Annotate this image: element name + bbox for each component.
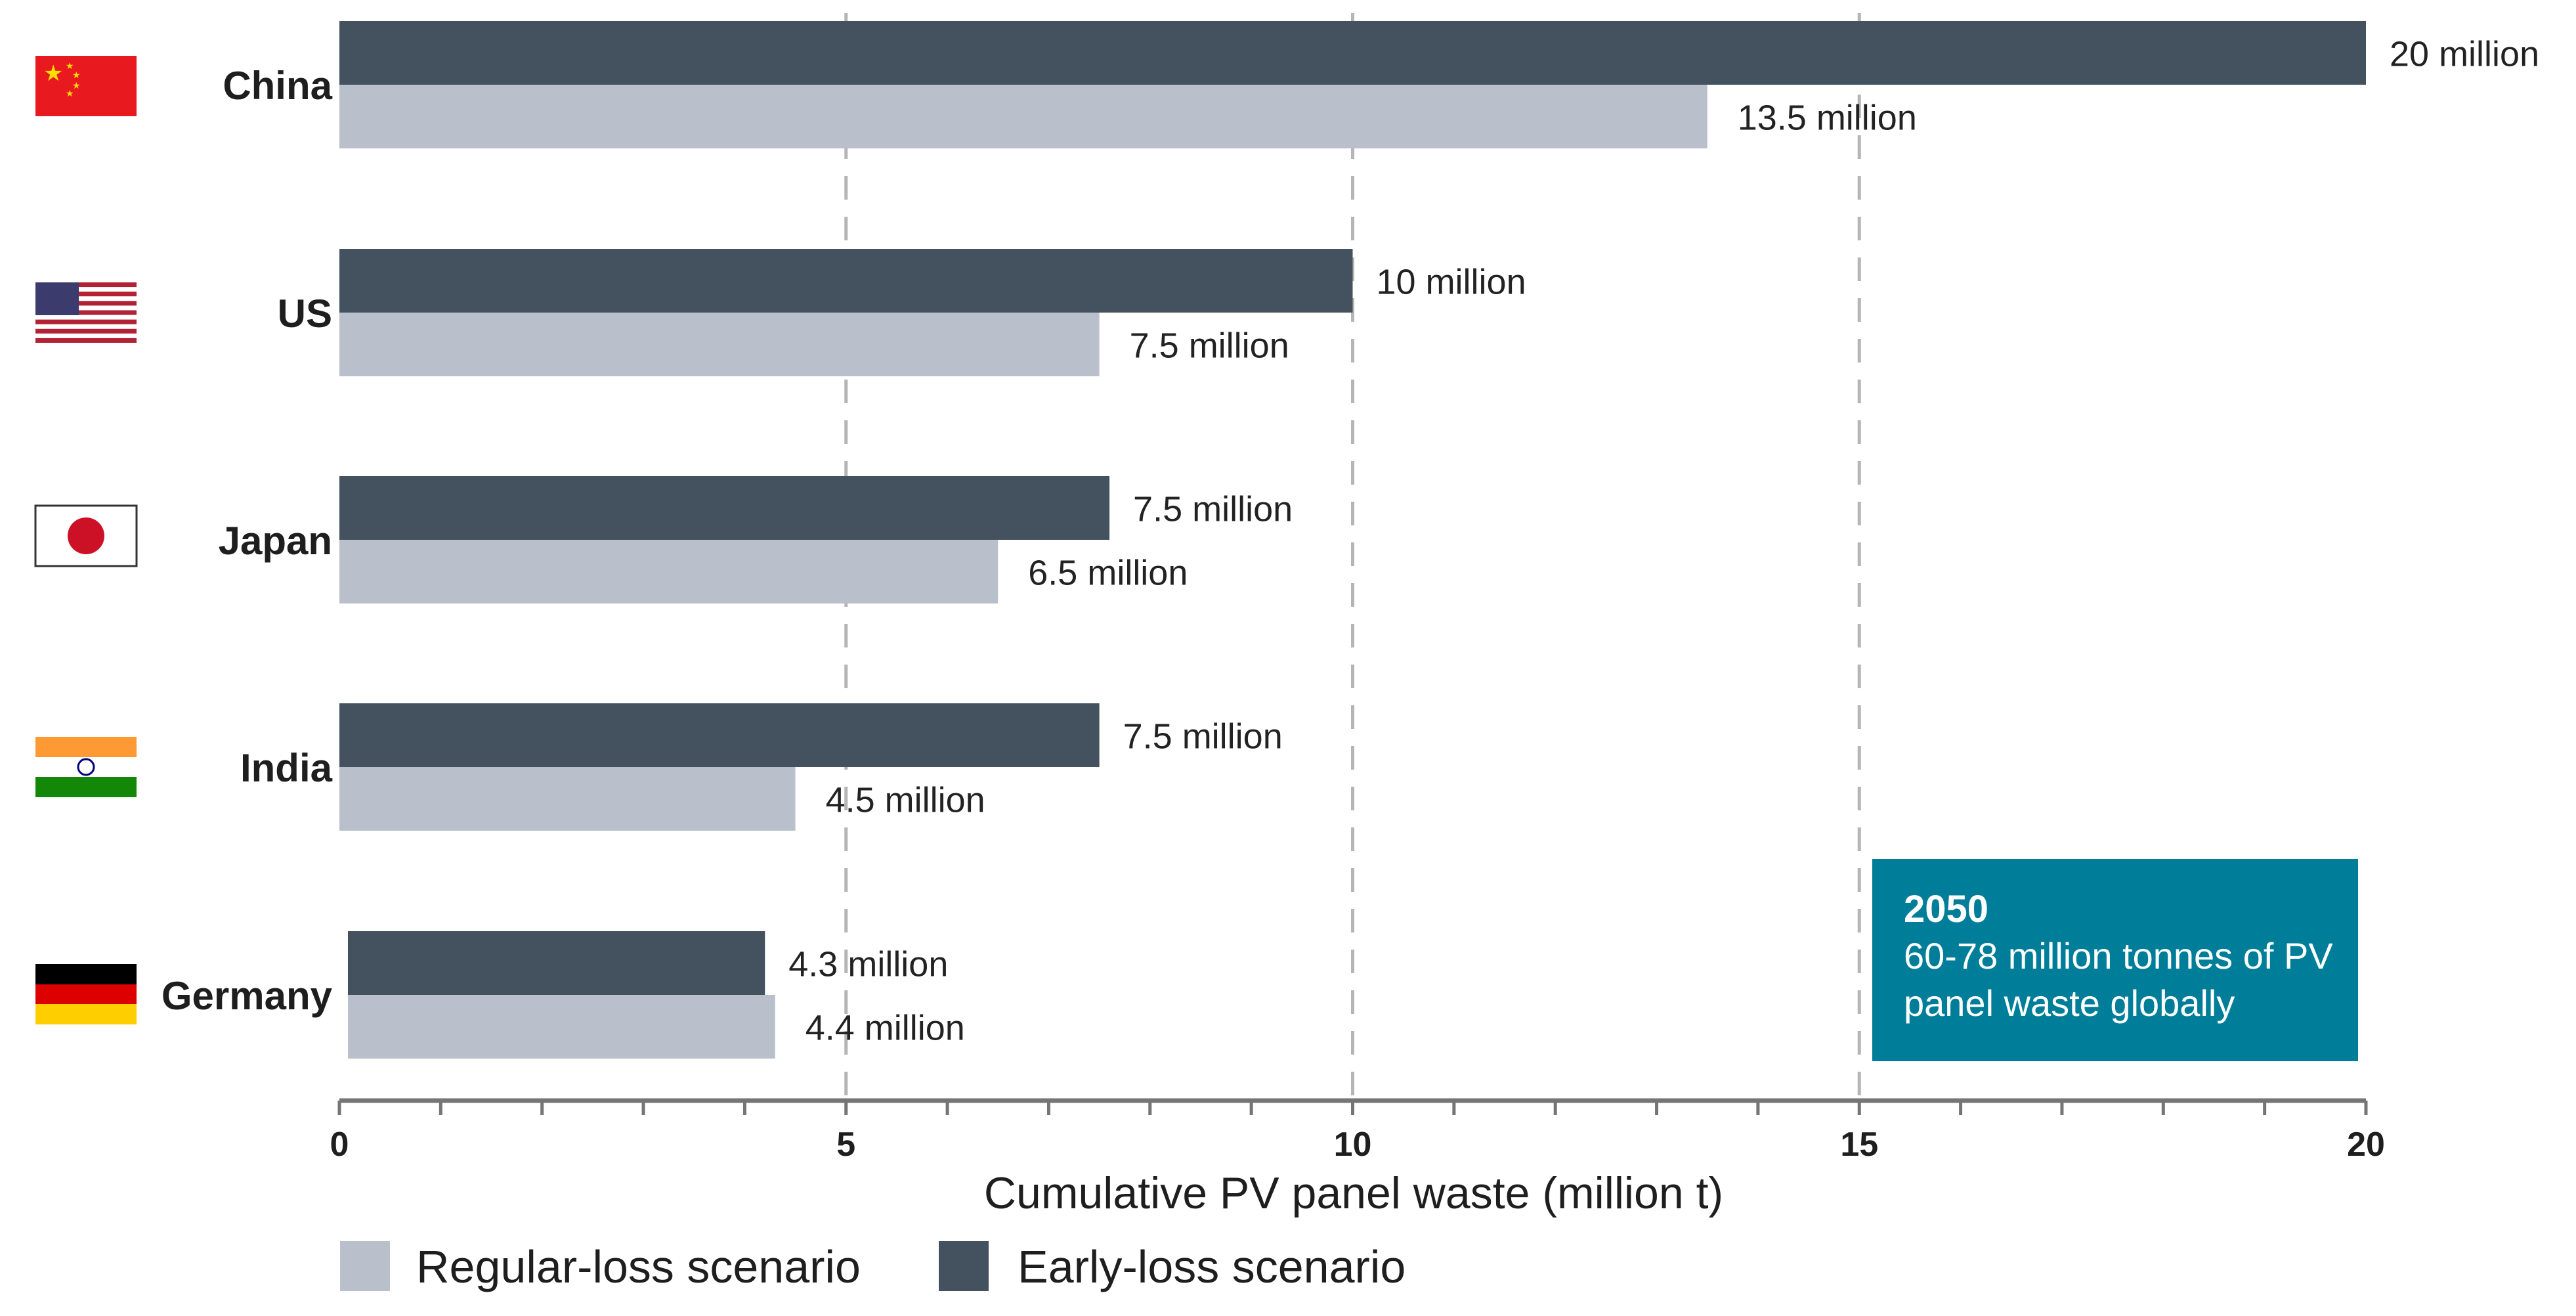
bar-early-china <box>339 21 2366 85</box>
country-label-germany: Germany <box>161 974 333 1018</box>
svg-text:★: ★ <box>66 61 74 72</box>
japan-flag-icon <box>34 504 138 567</box>
bar-regular-germany <box>348 995 775 1059</box>
country-label-japan: Japan <box>219 519 332 563</box>
us-flag-icon <box>35 282 137 343</box>
value-label-regular-japan: 6.5 million <box>1028 554 1188 593</box>
bars <box>339 21 2366 1059</box>
value-label-regular-germany: 4.4 million <box>805 1009 965 1048</box>
bar-regular-us <box>339 313 1100 376</box>
china-flag-icon: ★ ★ ★ ★ ★ <box>35 56 137 116</box>
value-label-early-china: 20 million <box>2390 35 2539 74</box>
legend-swatch-early <box>939 1241 989 1291</box>
callout-year: 2050 <box>1904 888 1989 931</box>
value-label-regular-india: 4.5 million <box>826 781 985 820</box>
bar-early-germany <box>348 931 765 995</box>
value-label-regular-us: 7.5 million <box>1130 326 1289 366</box>
bar-early-india <box>339 703 1100 767</box>
bar-early-us <box>339 249 1353 313</box>
svg-text:★: ★ <box>66 89 74 99</box>
legend-label-early: Early-loss scenario <box>1018 1241 1406 1292</box>
india-flag-icon <box>35 737 137 797</box>
svg-text:★: ★ <box>43 60 63 87</box>
legend-swatch-regular <box>340 1241 390 1291</box>
callout-box: 2050 60-78 million tonnes of PV panel wa… <box>1872 859 2358 1061</box>
value-label-regular-china: 13.5 million <box>1738 99 1917 138</box>
flags: ★ ★ ★ ★ ★ <box>34 56 138 1024</box>
legend-label-regular: Regular-loss scenario <box>416 1241 861 1292</box>
x-tick-label-0: 0 <box>330 1126 349 1164</box>
legend: Regular-loss scenario Early-loss scenari… <box>340 1241 1406 1292</box>
country-labels: China US Japan India Germany <box>161 64 333 1018</box>
x-tick-label-5: 5 <box>836 1126 855 1164</box>
svg-text:★: ★ <box>72 70 81 81</box>
country-label-china: China <box>223 64 332 108</box>
callout-text: 60-78 million tonnes of PV panel waste g… <box>1904 935 2333 1024</box>
country-label-india: India <box>240 746 333 790</box>
x-tick-label-20: 20 <box>2347 1126 2385 1164</box>
bar-early-japan <box>339 476 1110 540</box>
value-label-early-india: 7.5 million <box>1123 717 1283 757</box>
bar-regular-china <box>339 85 1707 148</box>
bar-regular-japan <box>339 540 998 603</box>
x-axis: 0 5 10 15 20 <box>330 1098 2385 1164</box>
country-label-us: US <box>278 292 332 336</box>
value-label-early-germany: 4.3 million <box>788 945 948 984</box>
value-labels: 20 million 13.5 million 10 million 7.5 mill… <box>788 35 2539 1048</box>
x-tick-label-10: 10 <box>1334 1126 1372 1164</box>
x-tick-label-15: 15 <box>1840 1126 1878 1164</box>
svg-text:★: ★ <box>72 81 81 91</box>
value-label-early-us: 10 million <box>1377 263 1526 302</box>
bar-regular-india <box>339 767 796 831</box>
germany-flag-icon <box>35 964 137 1024</box>
value-label-early-japan: 7.5 million <box>1133 490 1293 529</box>
x-axis-title: Cumulative PV panel waste (million t) <box>984 1168 1723 1218</box>
